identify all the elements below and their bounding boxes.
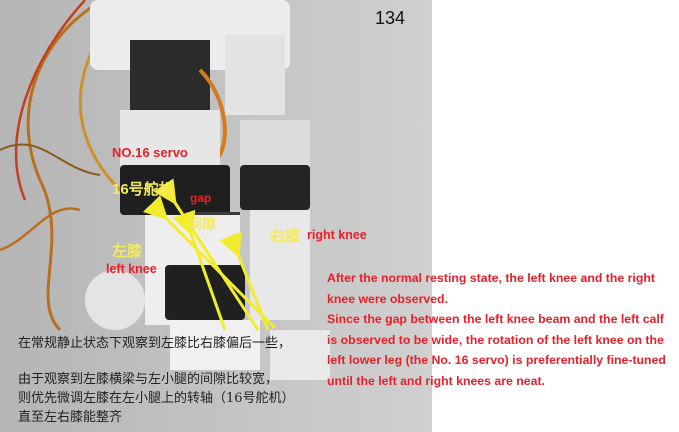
left-knee-label-cn: 左膝 xyxy=(112,243,143,260)
chinese-text-line-2: 由于观察到左膝横梁与左小腿的间隙比较宽， xyxy=(18,372,279,387)
servo-label-cn: 16号舵机 xyxy=(112,181,174,198)
right-knee-label-en: right knee xyxy=(307,228,367,242)
gap-label-cn: 间隙 xyxy=(188,216,216,232)
left-knee-label-en: left knee xyxy=(106,262,157,276)
servo-label-en: NO.16 servo xyxy=(112,145,188,160)
chinese-text-line-1: 在常规静止状态下观察到左膝比右膝偏后一些， xyxy=(18,336,292,351)
right-knee-label-cn: 右膝 xyxy=(270,228,301,245)
chinese-text-line-4: 直至左右膝能整齐 xyxy=(18,410,123,425)
chinese-text-line-3: 则优先微调左膝在左小腿上的转轴（16号舵机） xyxy=(18,391,295,406)
description-paragraph-1: After the normal resting state, the left… xyxy=(327,271,655,306)
gap-label-en: gap xyxy=(190,191,212,205)
description-paragraph-2: Since the gap between the left knee beam… xyxy=(327,312,666,388)
robot-illustration xyxy=(0,0,432,432)
robot-legs-photo: NO.16 servo 16号舵机 gap 间隙 左膝 left knee 右膝… xyxy=(0,0,432,432)
page-number: 134 xyxy=(375,8,406,28)
english-description: After the normal resting state, the left… xyxy=(327,268,675,391)
